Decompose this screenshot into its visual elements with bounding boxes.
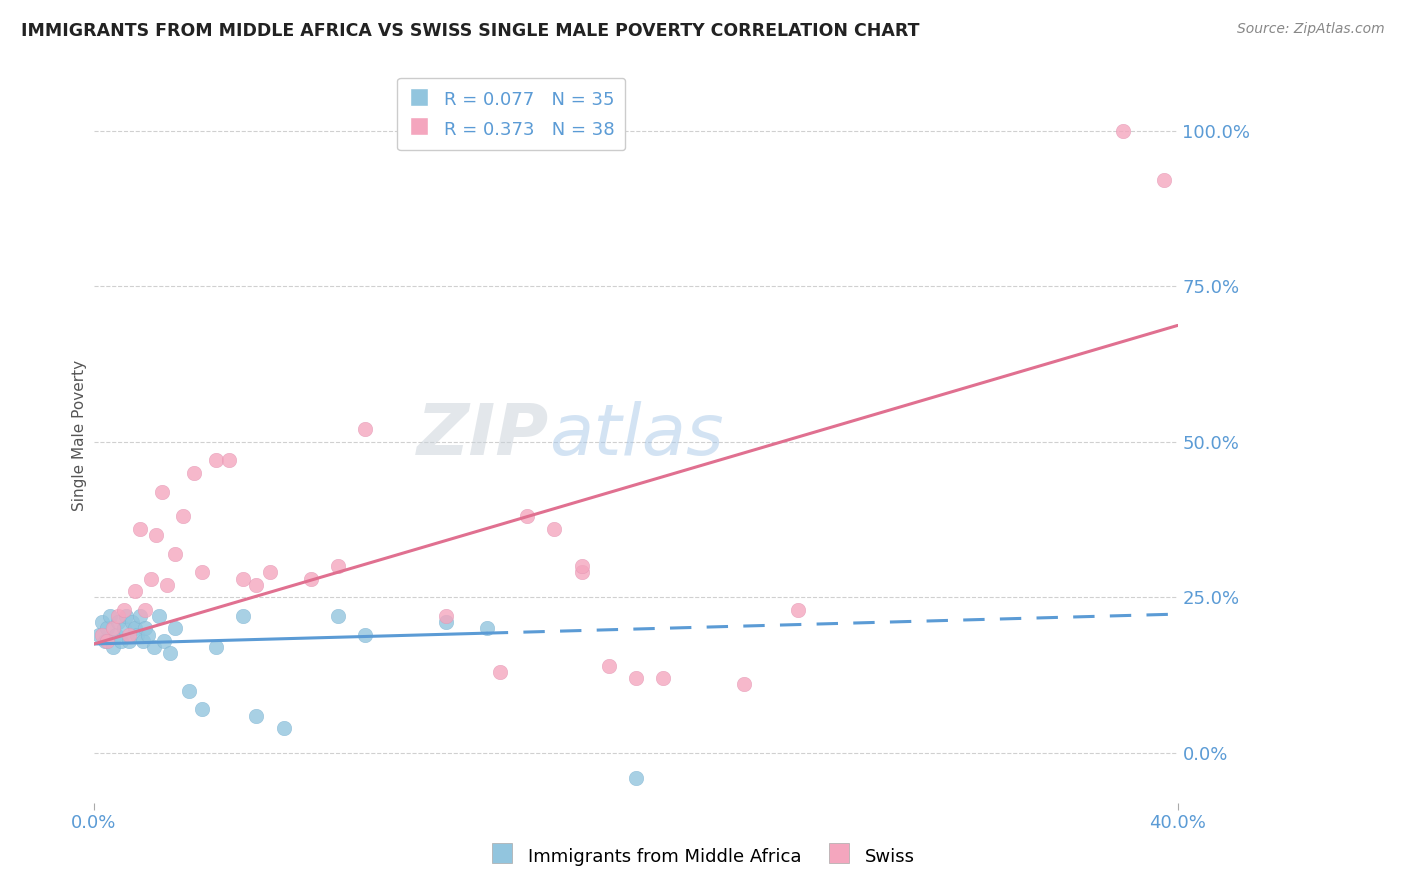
Point [543, 522, 565, 536]
Point [118, 633, 141, 648]
Point [205, 640, 228, 654]
Point [1153, 173, 1175, 187]
Point [218, 453, 240, 467]
Point [434, 615, 457, 630]
Point [129, 522, 152, 536]
Point [134, 603, 156, 617]
Point [232, 609, 254, 624]
Point [434, 609, 457, 624]
Point [273, 721, 295, 735]
Y-axis label: Single Male Poverty: Single Male Poverty [72, 360, 87, 511]
Point [191, 702, 214, 716]
Point [156, 578, 179, 592]
Point [516, 509, 538, 524]
Point [326, 559, 349, 574]
Point [205, 453, 228, 467]
Point [245, 578, 267, 592]
Point [165, 621, 187, 635]
Point [110, 633, 132, 648]
Text: ZIP: ZIP [416, 401, 550, 470]
Point [104, 627, 127, 641]
Point [127, 627, 149, 641]
Point [129, 609, 152, 624]
Point [94, 633, 117, 648]
Point [571, 559, 593, 574]
Point [1112, 124, 1135, 138]
Point [139, 572, 162, 586]
Point [91, 615, 114, 630]
Point [96, 621, 118, 635]
Point [101, 640, 124, 654]
Point [353, 627, 375, 641]
Point [624, 671, 647, 685]
Point [571, 566, 593, 580]
Point [96, 633, 118, 648]
Point [475, 621, 498, 635]
Point [191, 566, 214, 580]
Point [259, 566, 281, 580]
Point [131, 633, 153, 648]
Point [121, 615, 143, 630]
Point [159, 646, 181, 660]
Point [489, 665, 512, 679]
Point [124, 584, 146, 599]
Point [115, 609, 138, 624]
Text: Source: ZipAtlas.com: Source: ZipAtlas.com [1237, 22, 1385, 37]
Point [299, 572, 322, 586]
Text: IMMIGRANTS FROM MIDDLE AFRICA VS SWISS SINGLE MALE POVERTY CORRELATION CHART: IMMIGRANTS FROM MIDDLE AFRICA VS SWISS S… [21, 22, 920, 40]
Point [112, 621, 135, 635]
Point [148, 609, 170, 624]
Point [651, 671, 673, 685]
Point [91, 627, 114, 641]
Point [326, 609, 349, 624]
Point [150, 484, 173, 499]
Point [353, 422, 375, 436]
Point [733, 677, 755, 691]
Point [107, 609, 129, 624]
Point [136, 627, 159, 641]
Point [232, 572, 254, 586]
Point [177, 683, 200, 698]
Point [107, 615, 129, 630]
Point [112, 603, 135, 617]
Point [245, 708, 267, 723]
Point [787, 603, 810, 617]
Point [89, 627, 111, 641]
Text: atlas: atlas [550, 401, 724, 470]
Point [142, 640, 165, 654]
Point [145, 528, 167, 542]
Point [134, 621, 156, 635]
Point [98, 609, 121, 624]
Point [624, 771, 647, 785]
Point [183, 466, 205, 480]
Point [165, 547, 187, 561]
Point [598, 658, 620, 673]
Legend: R = 0.077   N = 35, R = 0.373   N = 38: R = 0.077 N = 35, R = 0.373 N = 38 [396, 78, 626, 151]
Point [153, 633, 176, 648]
Point [172, 509, 194, 524]
Point [101, 621, 124, 635]
Point [118, 627, 141, 641]
Point [124, 621, 146, 635]
Legend: Immigrants from Middle Africa, Swiss: Immigrants from Middle Africa, Swiss [485, 838, 921, 874]
